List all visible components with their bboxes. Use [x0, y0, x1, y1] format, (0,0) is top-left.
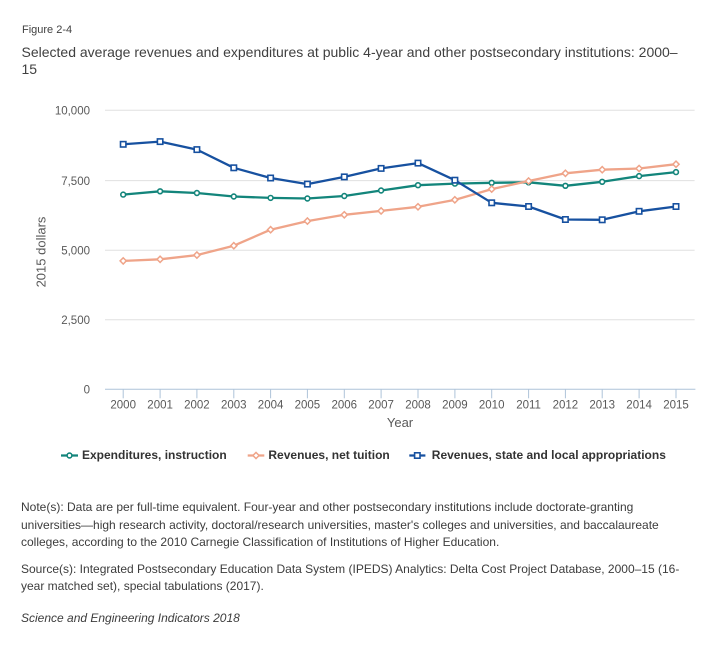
svg-text:7,500: 7,500	[61, 176, 90, 188]
svg-text:2006: 2006	[332, 399, 358, 411]
svg-text:0: 0	[84, 385, 90, 397]
svg-text:2002: 2002	[184, 399, 210, 411]
svg-text:10,000: 10,000	[55, 105, 90, 117]
svg-text:2009: 2009	[442, 399, 468, 411]
svg-text:2001: 2001	[147, 399, 173, 411]
svg-text:2003: 2003	[221, 399, 247, 411]
svg-text:2005: 2005	[295, 399, 321, 411]
svg-text:5,000: 5,000	[61, 245, 90, 257]
svg-text:2007: 2007	[368, 399, 394, 411]
svg-text:Expenditures, instruction: Expenditures, instruction	[82, 448, 227, 462]
svg-text:2010: 2010	[479, 399, 505, 411]
svg-text:2004: 2004	[258, 399, 284, 411]
svg-text:2015 dollars: 2015 dollars	[34, 216, 49, 287]
svg-text:Year: Year	[387, 415, 414, 430]
svg-text:2000: 2000	[110, 399, 136, 411]
svg-text:2012: 2012	[553, 399, 579, 411]
svg-text:2011: 2011	[516, 399, 541, 411]
svg-text:Revenues, state and local appr: Revenues, state and local appropriations	[432, 448, 666, 462]
svg-text:2013: 2013	[589, 399, 615, 411]
svg-text:2014: 2014	[626, 399, 652, 411]
svg-text:2008: 2008	[405, 399, 431, 411]
svg-text:2015: 2015	[663, 399, 689, 411]
svg-text:2,500: 2,500	[61, 315, 90, 327]
svg-text:Revenues, net tuition: Revenues, net tuition	[268, 448, 389, 462]
